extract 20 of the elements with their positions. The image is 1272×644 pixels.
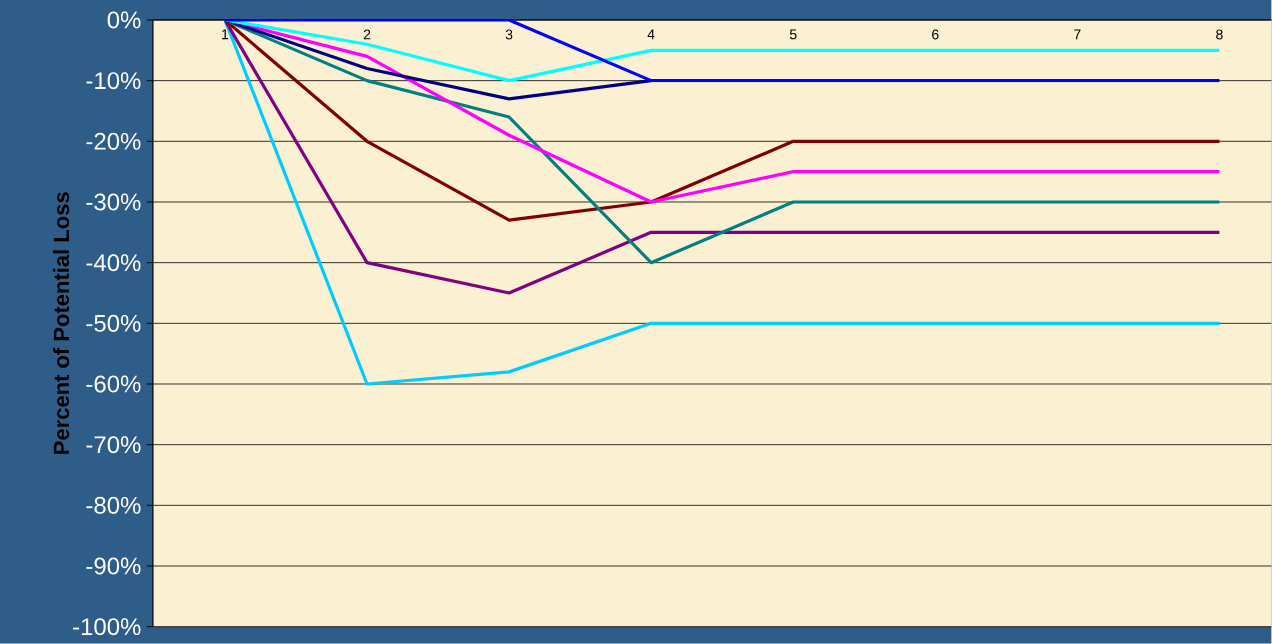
x-tick-label: 5 bbox=[789, 29, 797, 40]
x-tick-label: 1 bbox=[222, 29, 229, 40]
x-tick-label: 2 bbox=[363, 29, 371, 40]
y-tick-label: -20% bbox=[86, 132, 141, 150]
x-tick-label: 3 bbox=[505, 29, 513, 40]
x-tick-label: 7 bbox=[1074, 29, 1081, 40]
x-tick-label: 8 bbox=[1216, 29, 1223, 40]
y-tick-label: -60% bbox=[86, 375, 141, 393]
y-axis-title: Percent of Potential Loss bbox=[53, 192, 70, 454]
y-tick-label: -100% bbox=[73, 618, 141, 636]
x-tick-label: 4 bbox=[647, 29, 655, 40]
y-tick-label: -70% bbox=[86, 436, 141, 454]
x-tick-label: 6 bbox=[932, 29, 939, 40]
y-tick-label: -50% bbox=[86, 315, 141, 332]
y-tick-label: -30% bbox=[86, 193, 141, 211]
y-tick-label: -10% bbox=[86, 72, 141, 90]
y-tick-label: 0% bbox=[107, 11, 141, 29]
y-tick-label: -90% bbox=[86, 557, 141, 575]
y-tick-label: -40% bbox=[86, 254, 141, 272]
y-tick-label: -80% bbox=[86, 497, 141, 514]
